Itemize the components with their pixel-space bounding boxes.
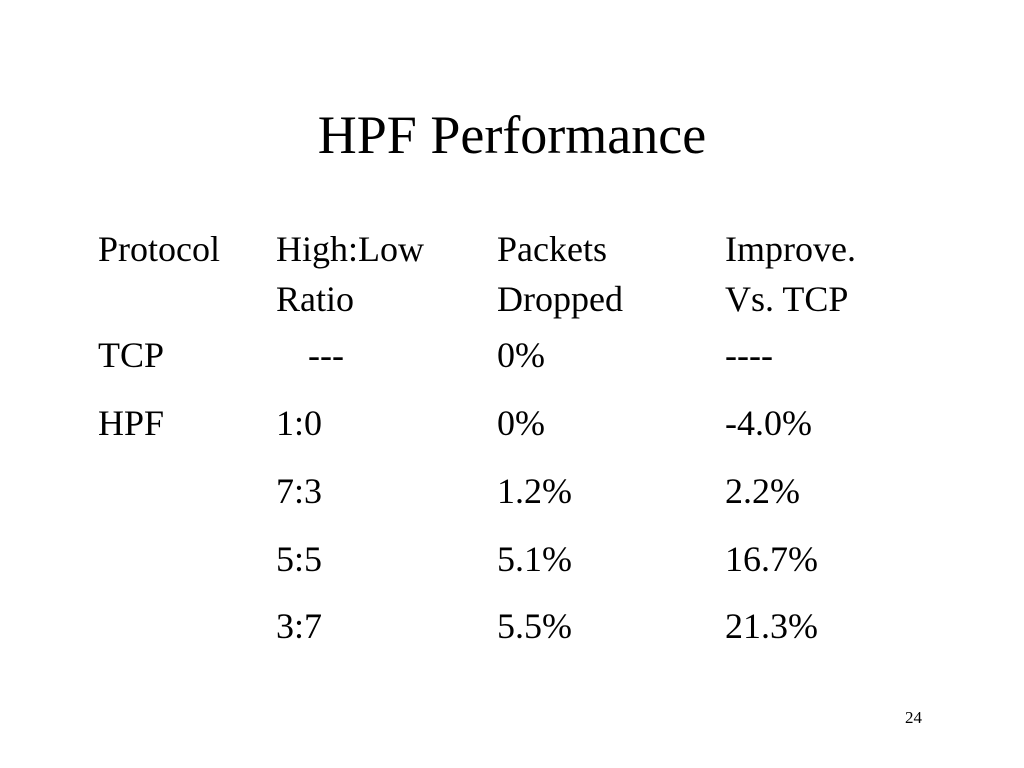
row-1-ratio: --- [308, 335, 344, 375]
row-4-improvement: 16.7% [725, 539, 818, 579]
row-2-improvement: -4.0% [725, 403, 812, 443]
header-packets-line-2: Dropped [497, 279, 623, 319]
row-4-ratio: 5:5 [276, 539, 323, 579]
header-ratio-line-1: High:Low [276, 229, 424, 269]
header-improve-line-1: Improve. [725, 229, 856, 269]
row-3-packets-dropped: 1.2% [497, 471, 572, 511]
row-1-protocol: TCP [98, 335, 165, 375]
header-packets-line-1: Packets [497, 229, 607, 269]
row-2-packets-dropped: 0% [497, 403, 545, 443]
row-4-packets-dropped: 5.1% [497, 539, 572, 579]
slide-title: HPF Performance [317, 105, 707, 165]
page-number: 24 [905, 708, 922, 727]
row-3-improvement: 2.2% [725, 471, 800, 511]
header-protocol: Protocol [98, 229, 220, 269]
row-5-packets-dropped: 5.5% [497, 606, 572, 646]
row-5-ratio: 3:7 [276, 606, 323, 646]
row-5-improvement: 21.3% [725, 606, 818, 646]
row-2-ratio: 1:0 [276, 403, 323, 443]
row-2-protocol: HPF [98, 403, 165, 443]
row-1-improvement: ---- [725, 335, 773, 375]
row-3-ratio: 7:3 [276, 471, 323, 511]
row-1-packets-dropped: 0% [497, 335, 545, 375]
header-improve-line-2: Vs. TCP [725, 279, 849, 319]
header-ratio-line-2: Ratio [276, 279, 354, 319]
